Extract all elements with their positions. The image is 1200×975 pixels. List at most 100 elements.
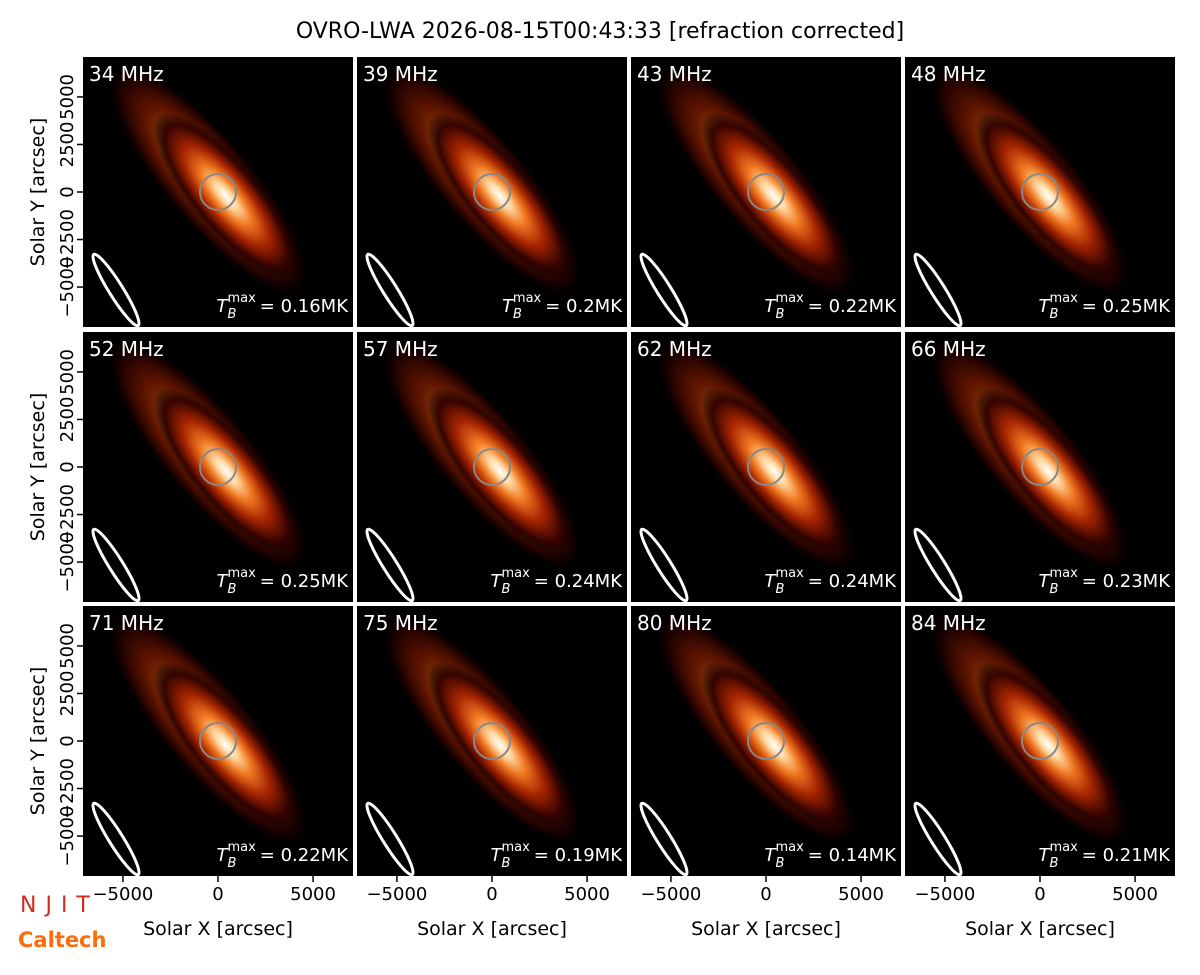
- panel: [357, 57, 627, 327]
- x-tick-label: 0: [760, 884, 771, 905]
- x-tick-label: 0: [1034, 884, 1045, 905]
- x-tick-label: 5000: [838, 884, 884, 905]
- y-tick-label: 2500: [57, 122, 78, 168]
- solar-disk: [747, 448, 785, 486]
- tb-sub: B: [1050, 582, 1059, 597]
- beam: [91, 252, 141, 327]
- tb-sup: max: [1049, 840, 1078, 855]
- tb-sub: B: [776, 582, 785, 597]
- solar-disk: [199, 173, 237, 211]
- y-tick-label: −5000: [57, 806, 78, 867]
- tb-sup: max: [513, 291, 542, 306]
- tb-symbol: T: [491, 571, 504, 592]
- y-tick-label: 2500: [57, 397, 78, 443]
- tb-sup: max: [227, 840, 256, 855]
- tb-symbol: T: [217, 845, 230, 866]
- tb-sup: max: [1049, 291, 1078, 306]
- panel: [631, 332, 901, 602]
- y-tick-label: −2500: [57, 758, 78, 819]
- solar-disk: [473, 173, 511, 211]
- y-axis-label: Solar Y [arcsec]: [27, 118, 49, 266]
- beam: [913, 527, 963, 602]
- panel-title: 34 MHz: [89, 62, 164, 86]
- panel-title: 43 MHz: [637, 62, 712, 86]
- beam: [913, 801, 963, 876]
- tb-value: = 0.19MK: [534, 845, 623, 866]
- tb-value: = 0.2MK: [545, 296, 623, 317]
- emission: [701, 661, 847, 829]
- tb-annotation: TBmax = 0.16MK: [217, 291, 350, 322]
- emission: [701, 112, 847, 280]
- panel: [905, 57, 1175, 327]
- emission: [701, 387, 847, 555]
- panel-title: 75 MHz: [363, 611, 438, 635]
- emission: [427, 112, 573, 280]
- y-axis-label: Solar Y [arcsec]: [27, 667, 49, 815]
- x-tick-label: 5000: [564, 884, 610, 905]
- y-tick-label: −5000: [57, 532, 78, 593]
- panel-title: 71 MHz: [89, 611, 164, 635]
- panel-title: 39 MHz: [363, 62, 438, 86]
- tb-sub: B: [228, 856, 237, 871]
- figure-title: OVRO-LWA 2026-08-15T00:43:33 [refraction…: [296, 19, 904, 44]
- x-tick-label: −5000: [640, 884, 701, 905]
- panel-title: 48 MHz: [911, 62, 986, 86]
- panel: [905, 606, 1175, 876]
- tb-annotation: TBmax = 0.23MK: [1039, 566, 1172, 597]
- tb-sub: B: [1050, 856, 1059, 871]
- tb-annotation: TBmax = 0.21MK: [1039, 840, 1172, 871]
- tb-annotation: TBmax = 0.19MK: [491, 840, 624, 871]
- tb-symbol: T: [765, 845, 778, 866]
- panel-title: 66 MHz: [911, 337, 986, 361]
- emission: [975, 661, 1121, 829]
- solar-disk: [1021, 722, 1059, 760]
- panel: [905, 332, 1175, 602]
- x-tick-label: 0: [486, 884, 497, 905]
- x-tick-label: −5000: [914, 884, 975, 905]
- beam: [91, 801, 141, 876]
- tb-annotation: TBmax = 0.22MK: [765, 291, 898, 322]
- panel: [631, 606, 901, 876]
- panel: [631, 57, 901, 327]
- tb-symbol: T: [1039, 296, 1052, 317]
- emission: [153, 387, 299, 555]
- x-tick-label: 5000: [290, 884, 336, 905]
- tb-sup: max: [501, 840, 530, 855]
- tb-sup: max: [227, 291, 256, 306]
- tb-value: = 0.24MK: [808, 571, 897, 592]
- tb-sub: B: [502, 582, 511, 597]
- panel: [357, 332, 627, 602]
- emission: [975, 112, 1121, 280]
- beam: [365, 527, 415, 602]
- tb-symbol: T: [1039, 845, 1052, 866]
- solar-disk: [199, 448, 237, 486]
- tb-value: = 0.25MK: [260, 571, 349, 592]
- emission: [153, 661, 299, 829]
- beam: [639, 801, 689, 876]
- x-tick-label: 5000: [1112, 884, 1158, 905]
- tb-annotation: TBmax = 0.24MK: [491, 566, 624, 597]
- beam: [639, 252, 689, 327]
- solar-disk: [473, 448, 511, 486]
- panel: [83, 606, 353, 876]
- tb-annotation: TBmax = 0.2MK: [502, 291, 623, 322]
- beam: [91, 527, 141, 602]
- y-tick-label: −5000: [57, 257, 78, 318]
- solar-disk: [199, 722, 237, 760]
- x-axis-label: Solar X [arcsec]: [965, 918, 1115, 940]
- panel-title: 62 MHz: [637, 337, 712, 361]
- solar-disk: [747, 722, 785, 760]
- tb-symbol: T: [491, 845, 504, 866]
- tb-symbol: T: [217, 571, 230, 592]
- beam: [639, 527, 689, 602]
- tb-value: = 0.25MK: [1082, 296, 1171, 317]
- y-tick-label: 5000: [57, 349, 78, 395]
- x-axis-label: Solar X [arcsec]: [143, 918, 293, 940]
- panel-title: 84 MHz: [911, 611, 986, 635]
- tb-sup: max: [501, 566, 530, 581]
- tb-symbol: T: [217, 296, 230, 317]
- tb-annotation: TBmax = 0.14MK: [765, 840, 898, 871]
- x-tick-label: −5000: [366, 884, 427, 905]
- panel-title: 52 MHz: [89, 337, 164, 361]
- tb-value: = 0.22MK: [808, 296, 897, 317]
